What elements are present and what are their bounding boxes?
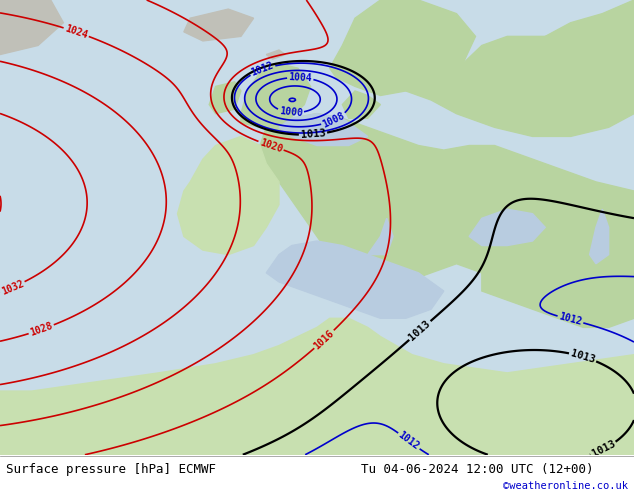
Polygon shape — [260, 114, 634, 300]
Text: 1004: 1004 — [288, 72, 313, 83]
Text: 1016: 1016 — [312, 328, 336, 351]
Text: 1012: 1012 — [250, 61, 275, 78]
Polygon shape — [368, 218, 393, 255]
Text: 1020: 1020 — [258, 137, 284, 154]
Polygon shape — [342, 91, 380, 118]
Text: Tu 04-06-2024 12:00 UTC (12+00): Tu 04-06-2024 12:00 UTC (12+00) — [361, 463, 594, 476]
Text: 1000: 1000 — [278, 106, 303, 119]
Polygon shape — [241, 64, 311, 127]
Text: 1012: 1012 — [558, 312, 583, 327]
Polygon shape — [469, 209, 545, 245]
Text: 1028: 1028 — [29, 321, 54, 338]
Polygon shape — [0, 318, 634, 455]
Polygon shape — [266, 241, 444, 318]
Text: 1013: 1013 — [407, 318, 432, 343]
Text: 1013: 1013 — [569, 348, 596, 365]
Polygon shape — [330, 0, 476, 96]
Polygon shape — [406, 36, 634, 136]
Polygon shape — [590, 209, 609, 264]
Polygon shape — [279, 114, 368, 146]
Text: 1024: 1024 — [63, 24, 89, 41]
Polygon shape — [545, 0, 634, 82]
Polygon shape — [266, 50, 285, 59]
Text: 1032: 1032 — [0, 278, 25, 296]
Text: ©weatheronline.co.uk: ©weatheronline.co.uk — [503, 482, 628, 490]
Polygon shape — [0, 0, 63, 54]
Polygon shape — [184, 9, 254, 41]
Polygon shape — [178, 136, 279, 255]
Text: Surface pressure [hPa] ECMWF: Surface pressure [hPa] ECMWF — [6, 463, 216, 476]
Text: 1013: 1013 — [301, 128, 326, 140]
Text: 1008: 1008 — [321, 110, 346, 129]
Text: 1012: 1012 — [396, 430, 421, 452]
Text: 1013: 1013 — [590, 439, 617, 459]
Polygon shape — [482, 255, 634, 327]
Polygon shape — [209, 82, 241, 114]
